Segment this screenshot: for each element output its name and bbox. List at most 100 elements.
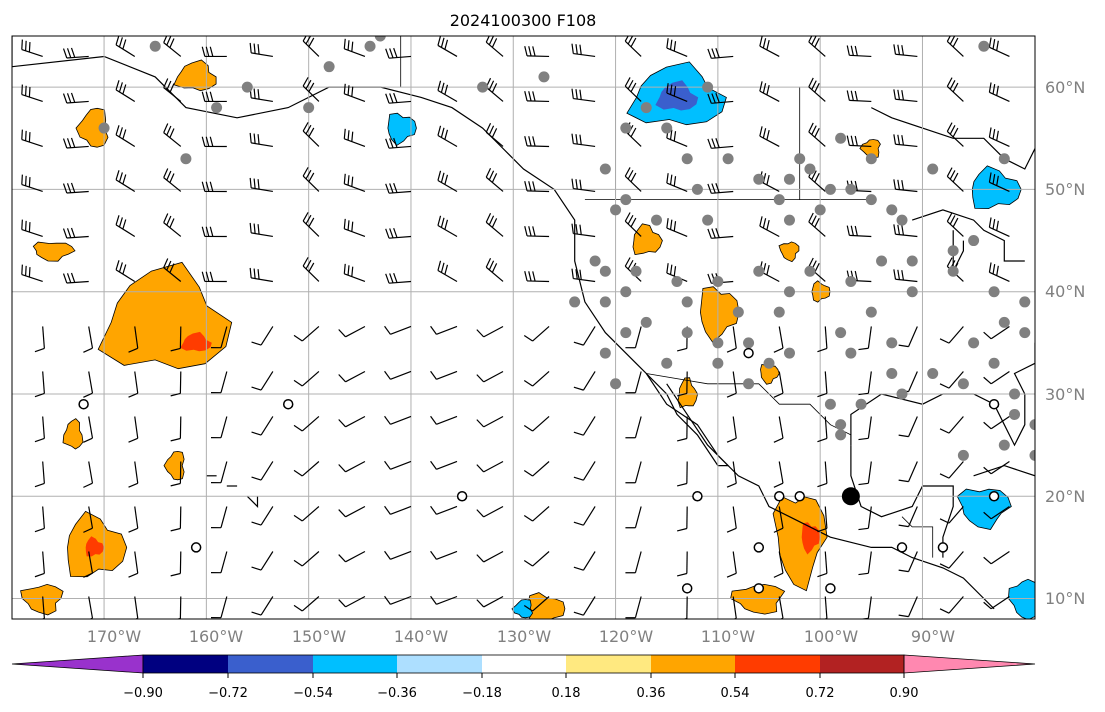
wind-barb xyxy=(476,415,504,428)
wind-barb-staff xyxy=(778,416,784,439)
lon-label-120w: 120°W xyxy=(599,627,654,646)
wind-barb xyxy=(726,551,737,578)
station-marker xyxy=(783,173,795,185)
wind-barb-feather xyxy=(338,599,346,608)
coastline xyxy=(12,55,995,610)
wind-barb-staff xyxy=(948,551,964,569)
wind-barb-feather xyxy=(901,180,905,191)
wind-barb xyxy=(128,326,139,353)
wind-barb-feather xyxy=(946,77,953,87)
wind-barb xyxy=(62,47,89,59)
wind-barb-feather xyxy=(201,181,206,192)
wind-barb-feather xyxy=(571,178,574,189)
wind-barb-feather xyxy=(28,177,31,188)
wind-barb-feather xyxy=(351,41,354,52)
wind-barb-feather xyxy=(205,271,210,282)
wind-barb xyxy=(898,596,918,618)
lon-label-110w: 110°W xyxy=(701,627,756,646)
wind-barb xyxy=(624,167,642,192)
wind-barb xyxy=(437,260,458,282)
wind-barb-feather xyxy=(440,82,445,93)
station-marker xyxy=(835,327,847,339)
wind-barb-staff xyxy=(532,416,550,432)
negative-anomaly-area xyxy=(511,599,534,619)
wind-barb xyxy=(983,370,1010,385)
wind-barb-feather xyxy=(811,36,817,45)
station-marker xyxy=(957,449,969,461)
wind-barb-feather xyxy=(571,223,574,234)
wind-barb-feather xyxy=(666,263,669,274)
wind-barb xyxy=(524,226,550,238)
wind-barb-feather xyxy=(491,173,498,183)
wind-barb-feather xyxy=(257,269,260,280)
wind-barb xyxy=(430,415,458,425)
wind-barb-feather xyxy=(624,257,631,267)
calm-circle xyxy=(190,542,202,553)
wind-barb-feather xyxy=(579,179,582,190)
wind-barb-feather xyxy=(70,227,76,238)
wind-barb xyxy=(707,48,734,59)
wind-barb-staff xyxy=(345,550,366,563)
wind-barb xyxy=(707,138,734,149)
wind-barb-feather xyxy=(814,172,820,183)
wind-barb-feather xyxy=(952,217,959,228)
wind-barb-feather xyxy=(579,269,582,280)
wind-barb-feather xyxy=(476,419,485,428)
wind-barb xyxy=(251,596,274,616)
positive-anomaly-area xyxy=(632,223,663,256)
wind-barb-feather xyxy=(858,347,869,351)
wind-barb-feather xyxy=(28,267,31,278)
station-marker xyxy=(599,265,611,277)
station-marker xyxy=(896,214,908,226)
wind-barb xyxy=(485,122,504,147)
wind-barb-feather xyxy=(854,45,858,56)
wind-barb xyxy=(251,371,274,391)
wind-barb xyxy=(666,173,688,193)
wind-barb xyxy=(726,506,737,533)
station-marker xyxy=(681,153,693,165)
wind-barb-feather xyxy=(257,89,260,100)
wind-barb-feather xyxy=(939,383,950,389)
wind-barb-feather xyxy=(573,431,584,436)
colorbar-swatch xyxy=(482,655,566,673)
station-marker xyxy=(1009,408,1021,420)
wind-barb xyxy=(249,42,273,58)
wind-barb-feather xyxy=(666,173,669,184)
wind-barb-feather xyxy=(992,264,996,275)
station-marker xyxy=(998,439,1010,451)
wind-barb-feather xyxy=(444,129,449,140)
wind-barb-feather xyxy=(707,228,712,239)
wind-barb-feather xyxy=(351,86,354,97)
wind-barb-feather xyxy=(163,213,169,223)
colorbar-swatch xyxy=(735,655,820,673)
station-marker xyxy=(865,306,877,318)
wind-barb xyxy=(898,461,918,483)
station-marker xyxy=(702,214,714,226)
wind-barb xyxy=(128,506,139,533)
wind-barb-feather xyxy=(992,129,996,140)
wind-barb-feather xyxy=(62,48,68,59)
wind-barb-feather xyxy=(523,515,533,522)
wind-barb xyxy=(34,506,45,533)
wind-barb xyxy=(625,416,642,439)
wind-barb-feather xyxy=(476,509,485,518)
wind-barb xyxy=(163,78,182,102)
station-marker xyxy=(947,265,959,277)
wind-barb-feather xyxy=(491,263,498,273)
station-marker xyxy=(896,388,908,400)
wind-barb-feather xyxy=(893,134,897,145)
station-marker xyxy=(743,378,755,390)
wind-barb-staff xyxy=(483,550,504,563)
wind-barb-feather xyxy=(485,212,492,223)
wind-barb-staff xyxy=(532,326,550,342)
wind-barb-feather xyxy=(170,437,181,442)
strong-positive-anomaly-area xyxy=(85,536,104,557)
wind-barb-feather xyxy=(996,40,999,51)
wind-barb-feather xyxy=(952,82,959,93)
wind-barb xyxy=(201,91,227,103)
wind-barb-staff xyxy=(260,551,274,571)
wind-barb-feather xyxy=(28,132,31,143)
wind-barb xyxy=(846,225,872,238)
wind-barb-feather xyxy=(996,220,999,231)
wind-barb-feather xyxy=(532,91,536,102)
